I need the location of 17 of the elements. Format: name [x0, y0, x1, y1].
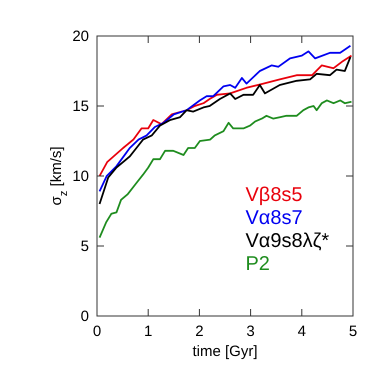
text: P2 [245, 253, 270, 276]
text: Vα8s7 [245, 207, 303, 230]
x-tick-label: 4 [298, 323, 306, 340]
y-tick-label: 20 [72, 28, 89, 45]
text: Vα9s8λζ* [245, 230, 330, 252]
x-tick-label: 0 [92, 323, 102, 340]
y-tick-label: 5 [80, 238, 89, 255]
y-tick-label: 10 [72, 168, 89, 185]
text: Vβ8s5 [245, 184, 303, 206]
x-tick-label: 5 [348, 323, 358, 340]
x-axis-title: time [Gyr] [192, 343, 258, 360]
y-tick-label: 15 [72, 98, 89, 115]
x-tick-label: 3 [246, 323, 255, 340]
x-tick-label: 2 [195, 323, 204, 340]
line-series [98, 54, 352, 177]
y-tick-label: 0 [80, 308, 89, 325]
x-tick-label: 1 [144, 323, 152, 340]
